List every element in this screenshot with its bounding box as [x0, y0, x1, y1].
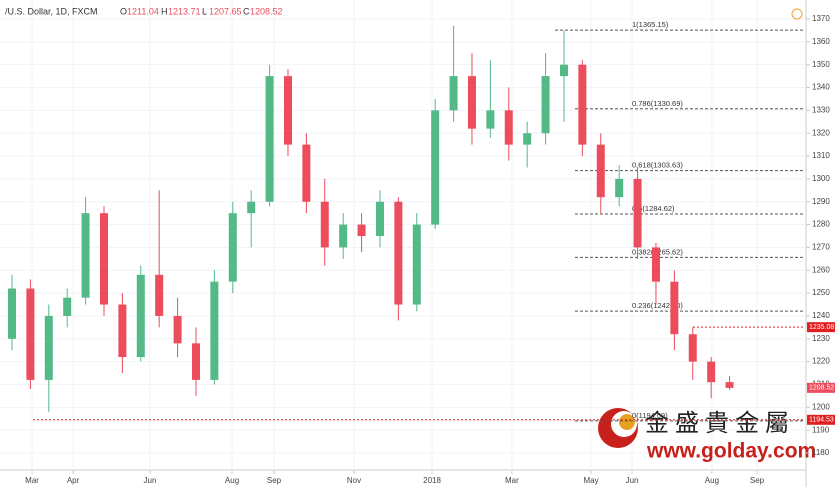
candle-body: [394, 201, 403, 305]
candle-body: [81, 213, 90, 298]
y-tick-label: 1350: [812, 60, 830, 69]
candle-body: [523, 133, 532, 145]
chart-title: /U.S. Dollar, 1D, FXCM: [5, 6, 98, 16]
y-tick-label: 1290: [812, 197, 830, 206]
candle-body: [615, 178, 624, 198]
candle-body: [191, 343, 200, 380]
price-badge: [807, 322, 835, 333]
y-tick-label: 1370: [812, 14, 830, 23]
candle-body: [375, 201, 384, 236]
price-badge-label: 1194.53: [809, 417, 834, 424]
y-tick-label: 1320: [812, 128, 830, 137]
x-tick-label: Nov: [347, 476, 361, 485]
fib-label: 0.618(1303.63): [632, 161, 683, 170]
x-tick-label: Jun: [144, 476, 157, 485]
fib-label: 0(1194.09): [632, 411, 668, 420]
candle-body: [449, 76, 458, 111]
y-tick-label: 1300: [812, 174, 830, 183]
watermark: 金盛貴金屬 www.golday.com: [598, 408, 816, 463]
candle-body: [541, 76, 550, 134]
candle-body: [725, 382, 734, 388]
candle-body: [302, 144, 311, 202]
candle-body: [320, 201, 329, 248]
y-tick-label: 1250: [812, 288, 830, 297]
y-tick-label: 1240: [812, 311, 830, 320]
candle-body: [467, 76, 476, 129]
ohlc-value: 1211.04: [127, 6, 159, 16]
last-price-badge: [807, 382, 835, 393]
watermark-name: 金盛貴金屬: [645, 409, 795, 437]
y-tick-label: 1310: [812, 151, 830, 160]
x-tick-label: Sep: [750, 476, 765, 485]
candle-body: [210, 281, 219, 380]
watermark-url: www.golday.com: [646, 440, 816, 463]
price-badge: [807, 414, 835, 425]
ohlc-value: 1213.71: [168, 6, 201, 16]
candle-body: [118, 304, 127, 358]
candle-body: [173, 315, 182, 344]
ohlc-key: O: [120, 6, 127, 16]
candle-body: [578, 64, 587, 145]
y-tick-label: 1330: [812, 105, 830, 114]
y-tick-label: 1360: [812, 37, 830, 46]
candle-body: [26, 288, 35, 380]
fib-label: 1(1365.15): [632, 20, 669, 29]
logo-core: [619, 414, 635, 430]
candle-body: [596, 144, 605, 198]
price-badge-label: 1235.08: [809, 324, 834, 331]
candle-body: [486, 110, 495, 129]
x-tick-label: May: [583, 476, 598, 485]
candle-body: [339, 224, 348, 248]
y-tick-label: 1340: [812, 83, 830, 92]
x-tick-label: Sep: [267, 476, 282, 485]
candle-body: [559, 64, 568, 77]
candle-body: [651, 247, 660, 282]
ohlc-value: 1208.52: [250, 6, 283, 16]
candle-body: [7, 288, 16, 339]
y-tick-label: 1190: [812, 425, 830, 434]
candle-body: [99, 213, 108, 305]
candle-body: [504, 110, 513, 145]
ohlc-key: H: [161, 6, 168, 16]
candle-body: [431, 110, 440, 225]
ohlc-value: 1207.65: [209, 6, 242, 16]
y-tick-label: 1180: [812, 448, 830, 457]
candle-body: [136, 274, 145, 358]
candle-body: [688, 334, 697, 362]
candle-body: [155, 274, 164, 316]
candle-body: [283, 76, 292, 145]
x-tick-label: Aug: [225, 476, 239, 485]
fib-label: 0.5(1284.62): [632, 204, 675, 213]
candle-body: [633, 178, 642, 248]
x-tick-label: Aug: [705, 476, 719, 485]
y-tick-label: 1200: [812, 402, 830, 411]
x-tick-label: Mar: [25, 476, 39, 485]
candle-body: [228, 213, 237, 282]
ohlc-key: C: [243, 6, 250, 16]
candle-body: [357, 224, 366, 236]
y-tick-label: 1260: [812, 265, 830, 274]
last-price-label: 1208.52: [809, 385, 834, 392]
x-tick-label: Apr: [67, 476, 80, 485]
candle-body: [63, 297, 72, 316]
candle-body: [707, 361, 716, 383]
candle-body: [265, 76, 274, 202]
candle-body: [44, 315, 53, 380]
y-tick-label: 1230: [812, 334, 830, 343]
y-tick-label: 1280: [812, 220, 830, 229]
clock-icon[interactable]: [791, 8, 803, 20]
candle-body: [412, 224, 421, 305]
candle-body: [247, 201, 256, 214]
y-tick-label: 1270: [812, 243, 830, 252]
ohlc-key: L: [202, 6, 207, 16]
candle-body: [670, 281, 679, 335]
y-tick-label: 1220: [812, 357, 830, 366]
x-tick-label: Mar: [505, 476, 519, 485]
fib-label: 0.786(1330.69): [632, 99, 683, 108]
fib-label: 0.236(1242.10): [632, 301, 683, 310]
x-tick-label: 2018: [423, 476, 441, 485]
x-tick-label: Jun: [626, 476, 639, 485]
